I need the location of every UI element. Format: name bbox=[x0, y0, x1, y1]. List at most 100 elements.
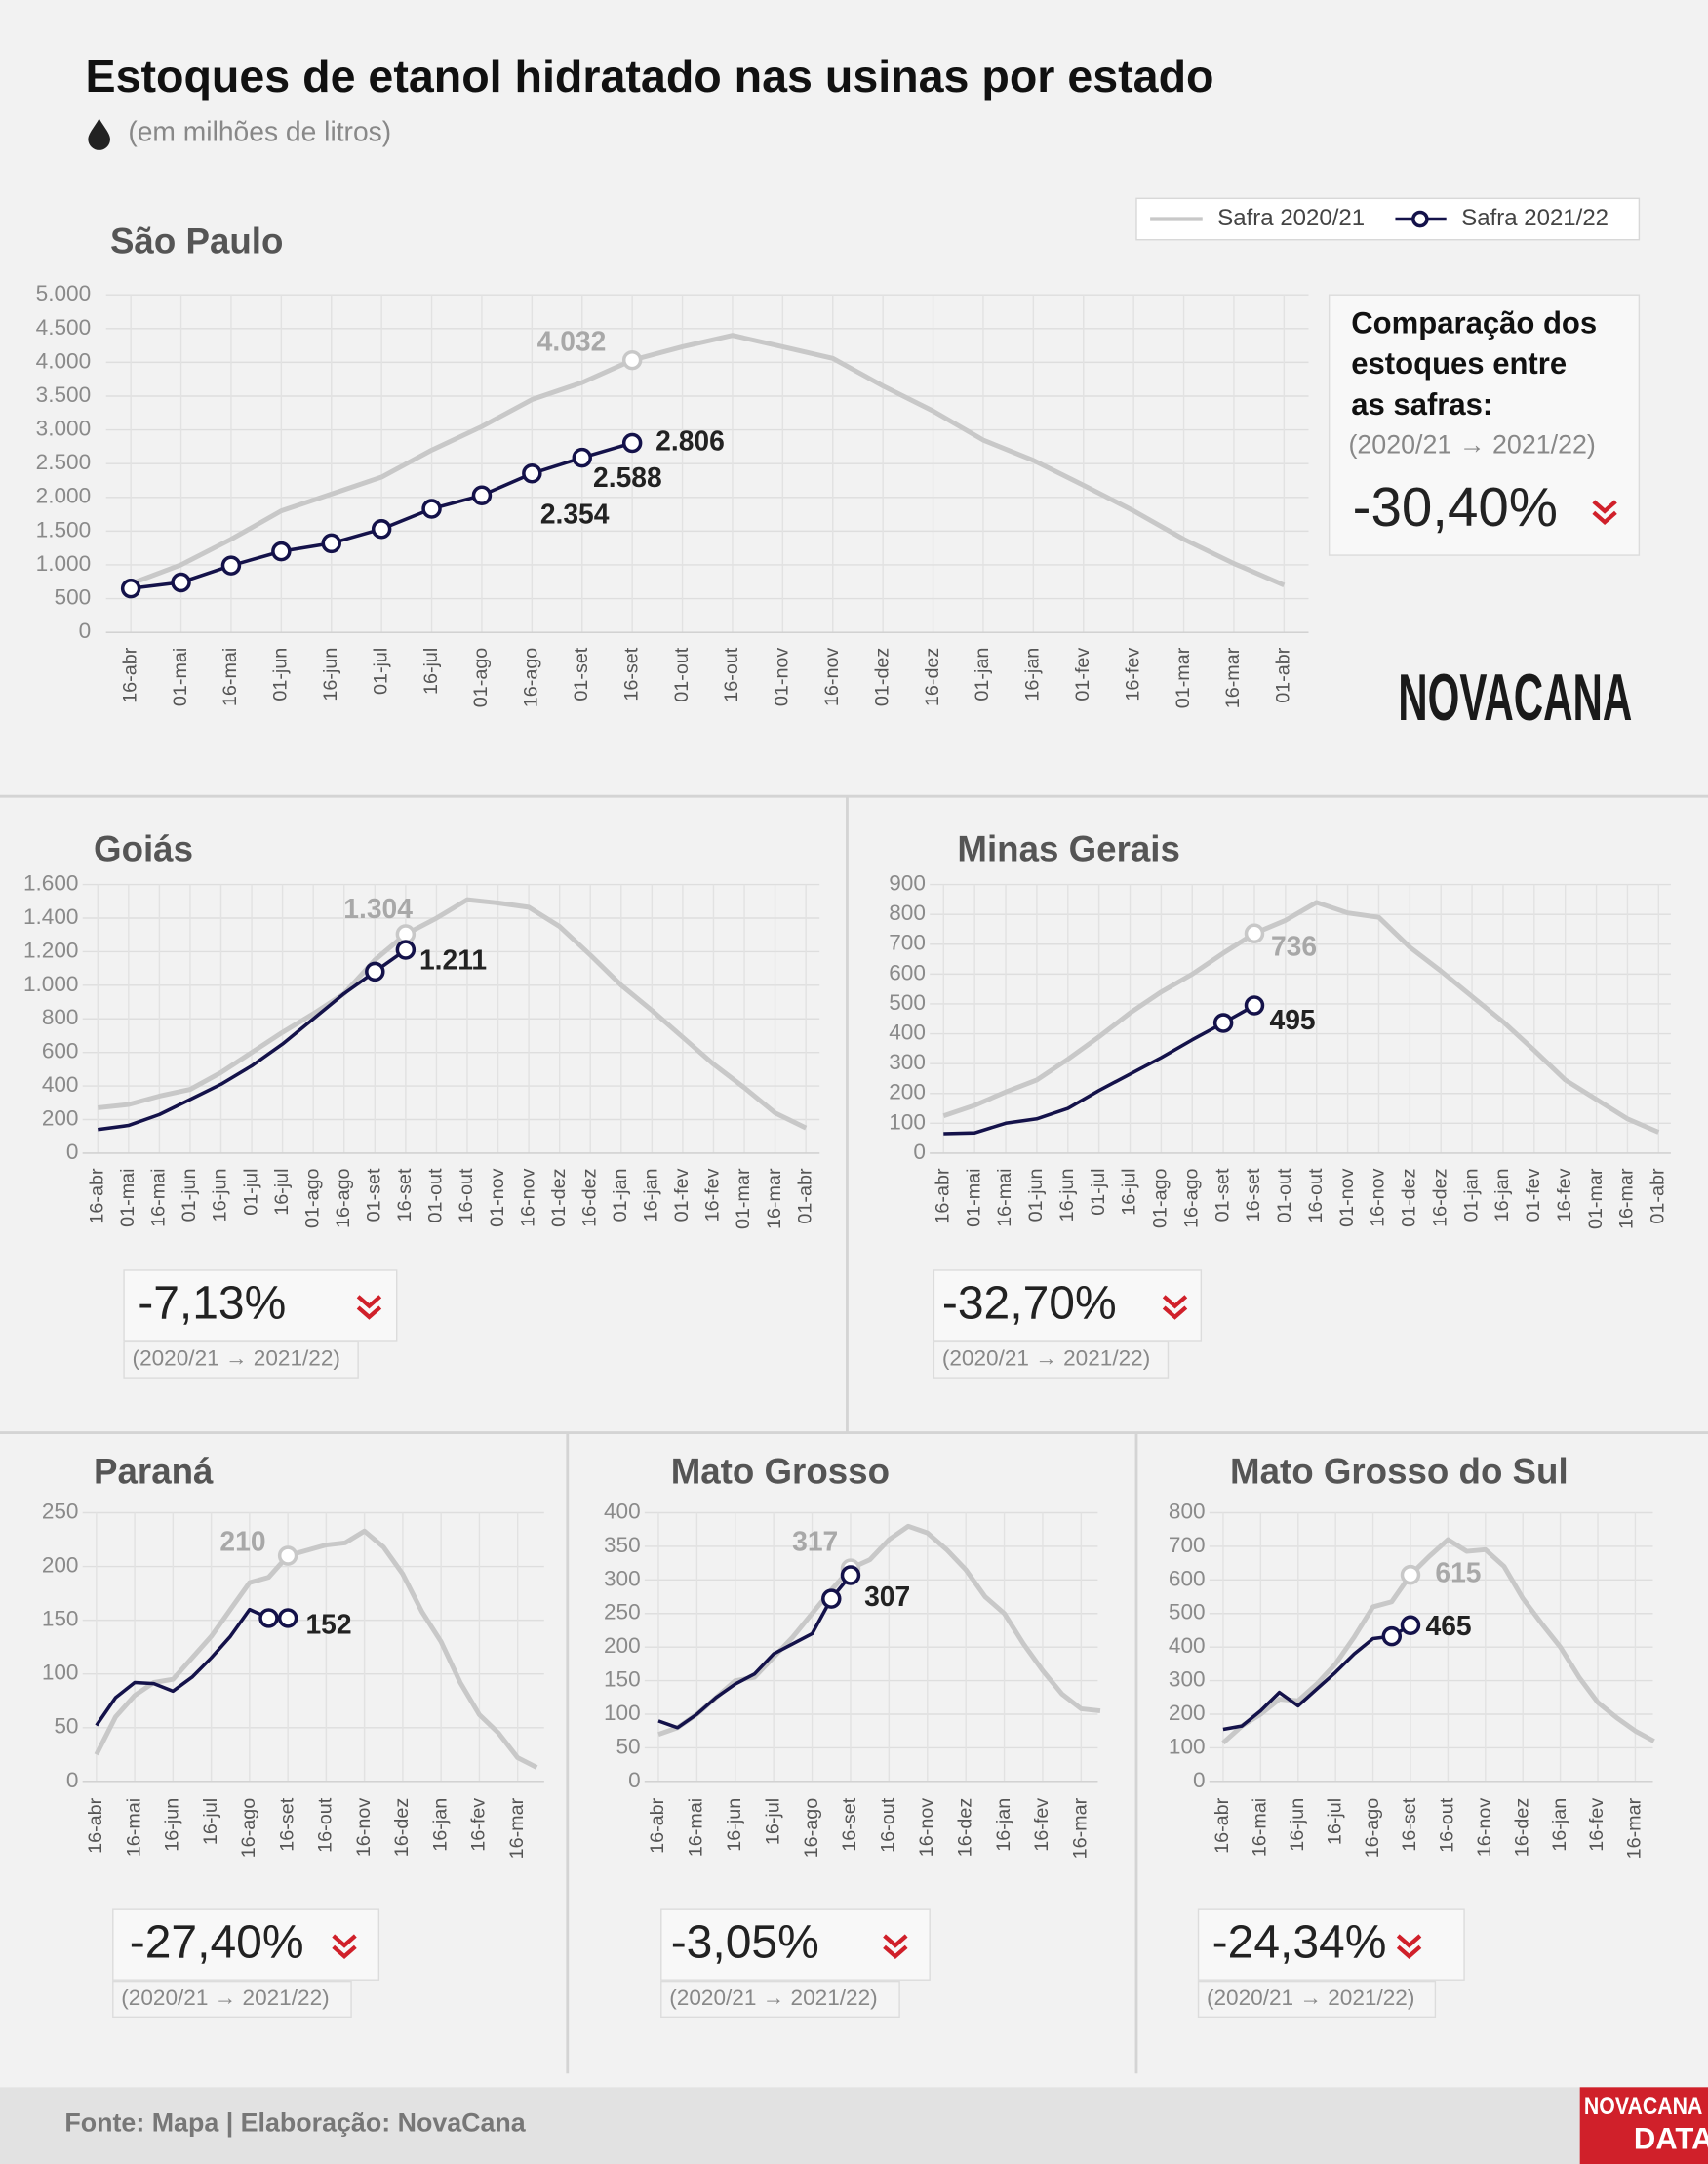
x-tick-label: 01-nov bbox=[772, 648, 793, 707]
y-tick-label: 100 bbox=[42, 1661, 79, 1685]
x-tick-label: 16-jul bbox=[1324, 1798, 1345, 1845]
y-tick-label: 800 bbox=[889, 901, 926, 925]
x-tick-label: 16-ago bbox=[333, 1168, 354, 1228]
x-tick-label: 16-fev bbox=[1122, 648, 1143, 701]
x-tick-label: 16-mar bbox=[1222, 647, 1244, 708]
x-tick-label: 01-set bbox=[1211, 1168, 1233, 1222]
chart-title: Goiás bbox=[94, 828, 193, 868]
x-tick-label: 16-set bbox=[620, 647, 642, 701]
x-tick-label: 16-jun bbox=[210, 1168, 231, 1222]
comparison-heading: Comparação dos bbox=[1351, 305, 1597, 340]
point-marker bbox=[471, 485, 493, 505]
series-line bbox=[97, 897, 808, 1131]
y-tick-label: 200 bbox=[42, 1105, 79, 1130]
x-tick-label: 01-ago bbox=[470, 648, 492, 708]
point-marker bbox=[1244, 923, 1265, 943]
comparison-box bbox=[933, 1269, 1203, 1342]
x-tick-label: 01-jul bbox=[240, 1168, 261, 1215]
x-tick-label: 16-jun bbox=[1056, 1168, 1078, 1222]
y-tick-label: 50 bbox=[54, 1714, 78, 1739]
y-tick-label: 0 bbox=[66, 1768, 79, 1792]
point-marker bbox=[621, 432, 643, 454]
point-marker bbox=[621, 349, 643, 371]
x-tick-label: 16-set bbox=[1399, 1797, 1420, 1851]
y-tick-label: 5.000 bbox=[36, 281, 92, 305]
y-tick-label: 3.500 bbox=[36, 382, 92, 407]
x-tick-label: 16-ago bbox=[1180, 1168, 1202, 1228]
period-box bbox=[933, 1341, 1170, 1379]
y-tick-label: 200 bbox=[1169, 1701, 1206, 1725]
x-tick-label: 01-abr bbox=[794, 1168, 815, 1224]
point-marker bbox=[277, 1545, 298, 1566]
y-tick-label: 2.000 bbox=[36, 484, 92, 508]
x-tick-label: 16-jul bbox=[271, 1168, 293, 1215]
legend-box bbox=[1135, 197, 1641, 241]
x-tick-label: 16-nov bbox=[916, 1798, 937, 1858]
data-label: 615 bbox=[1435, 1557, 1481, 1588]
x-tick-label: 16-jul bbox=[420, 648, 442, 695]
x-tick-label: 16-jan bbox=[1491, 1168, 1513, 1222]
y-tick-label: 2.500 bbox=[36, 450, 92, 474]
chart-title: Mato Grosso bbox=[671, 1452, 890, 1492]
data-label: 2.806 bbox=[655, 424, 725, 456]
data-label: 152 bbox=[305, 1608, 351, 1639]
y-tick-label: 400 bbox=[889, 1021, 926, 1045]
period-box bbox=[123, 1341, 359, 1379]
x-tick-label: 16-abr bbox=[647, 1797, 668, 1854]
y-tick-label: 150 bbox=[604, 1667, 641, 1692]
x-tick-label: 01-mar bbox=[733, 1168, 754, 1229]
comparison-change: -27,40% bbox=[130, 1917, 304, 1969]
x-tick-label: 01-mai bbox=[963, 1168, 984, 1226]
y-tick-label: 700 bbox=[1169, 1533, 1206, 1557]
point-marker bbox=[821, 1588, 842, 1609]
comparison-change: -7,13% bbox=[138, 1277, 286, 1329]
point-marker bbox=[1212, 1013, 1234, 1033]
x-tick-label: 16-nov bbox=[821, 648, 843, 707]
x-tick-label: 16-fev bbox=[1554, 1168, 1575, 1222]
y-tick-label: 0 bbox=[79, 619, 92, 643]
down-chevron bbox=[332, 1934, 357, 1960]
x-tick-label: 16-out bbox=[878, 1797, 899, 1853]
x-tick-label: 01-jul bbox=[370, 648, 391, 695]
chart-title: Paraná bbox=[94, 1452, 214, 1492]
data-label: 307 bbox=[864, 1581, 910, 1612]
x-tick-label: 16-set bbox=[276, 1797, 298, 1851]
x-tick-label: 16-mar bbox=[1070, 1797, 1092, 1859]
x-tick-label: 01-fev bbox=[1072, 648, 1093, 701]
x-tick-label: 01-jun bbox=[1025, 1168, 1047, 1222]
point-marker bbox=[371, 519, 392, 540]
x-tick-label: 16-out bbox=[1437, 1797, 1458, 1853]
y-tick-label: 250 bbox=[42, 1499, 79, 1523]
x-tick-label: 16-ago bbox=[238, 1798, 259, 1859]
y-tick-label: 350 bbox=[604, 1533, 641, 1557]
y-tick-label: 700 bbox=[889, 931, 926, 955]
x-tick-label: 01-ago bbox=[301, 1168, 323, 1228]
comparison-box bbox=[123, 1269, 398, 1342]
point-marker bbox=[277, 1608, 298, 1628]
x-tick-label: 01-jan bbox=[972, 648, 993, 701]
x-tick-label: 01-jul bbox=[1088, 1168, 1109, 1215]
y-tick-label: 100 bbox=[604, 1701, 641, 1725]
x-tick-label: 16-fev bbox=[702, 1168, 724, 1222]
badge bbox=[1579, 2087, 1708, 2164]
legend-label: Safra 2021/22 bbox=[1461, 205, 1609, 231]
point-marker bbox=[321, 533, 341, 554]
data-label: 465 bbox=[1426, 1610, 1472, 1641]
chart-title: São Paulo bbox=[110, 221, 283, 261]
badge-text: DATA bbox=[1634, 2122, 1708, 2156]
x-tick-label: 16-abr bbox=[119, 647, 140, 703]
x-tick-label: 16-abr bbox=[1211, 1797, 1233, 1854]
x-tick-label: 16-set bbox=[839, 1797, 860, 1851]
x-tick-label: 16-mai bbox=[686, 1798, 707, 1857]
y-tick-label: 400 bbox=[42, 1072, 79, 1097]
down-chevron bbox=[883, 1934, 908, 1960]
point-marker bbox=[522, 463, 542, 484]
y-tick-label: 0 bbox=[66, 1140, 79, 1164]
point-marker bbox=[365, 961, 385, 982]
y-tick-label: 300 bbox=[889, 1050, 926, 1074]
source: Fonte: Mapa | Elaboração: NovaCana bbox=[64, 2108, 526, 2138]
x-tick-label: 01-nov bbox=[1336, 1168, 1358, 1227]
x-tick-label: 16-nov bbox=[1474, 1798, 1495, 1858]
x-tick-label: 16-ago bbox=[1362, 1798, 1383, 1859]
x-tick-label: 16-jun bbox=[320, 648, 341, 701]
